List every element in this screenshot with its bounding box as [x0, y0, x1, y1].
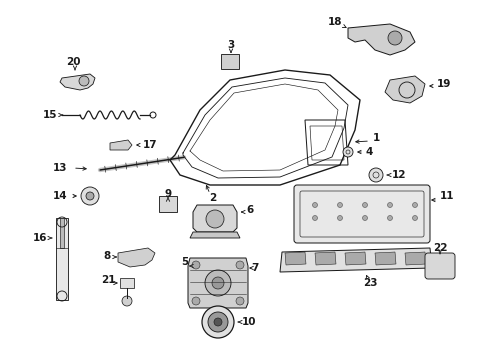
Text: 15: 15	[42, 110, 57, 120]
Polygon shape	[347, 24, 414, 55]
Circle shape	[81, 187, 99, 205]
Polygon shape	[118, 248, 155, 267]
FancyBboxPatch shape	[159, 196, 177, 212]
Text: 23: 23	[362, 278, 376, 288]
Polygon shape	[187, 258, 247, 308]
Circle shape	[337, 216, 342, 220]
Text: 1: 1	[372, 133, 380, 143]
Text: 16: 16	[33, 233, 47, 243]
Text: 17: 17	[142, 140, 157, 150]
Polygon shape	[56, 218, 68, 300]
Text: 12: 12	[391, 170, 406, 180]
Text: 21: 21	[101, 275, 115, 285]
Circle shape	[386, 216, 392, 220]
Circle shape	[337, 202, 342, 207]
Circle shape	[79, 76, 89, 86]
Text: 14: 14	[53, 191, 67, 201]
Polygon shape	[60, 74, 95, 90]
Circle shape	[192, 261, 200, 269]
Text: 2: 2	[209, 193, 216, 203]
Circle shape	[86, 192, 94, 200]
Circle shape	[202, 306, 234, 338]
Text: 13: 13	[53, 163, 67, 173]
Circle shape	[362, 202, 367, 207]
Circle shape	[214, 318, 222, 326]
Text: 22: 22	[432, 243, 447, 253]
Circle shape	[362, 216, 367, 220]
Circle shape	[342, 147, 352, 157]
Circle shape	[387, 31, 401, 45]
Circle shape	[122, 296, 132, 306]
Text: 4: 4	[365, 147, 373, 157]
Text: 18: 18	[327, 17, 342, 27]
Polygon shape	[384, 76, 424, 103]
Polygon shape	[60, 218, 64, 248]
Text: 9: 9	[164, 189, 171, 199]
Circle shape	[207, 312, 227, 332]
Circle shape	[368, 168, 382, 182]
Polygon shape	[193, 205, 237, 232]
Circle shape	[205, 210, 224, 228]
Polygon shape	[404, 252, 425, 265]
Text: 7: 7	[251, 263, 258, 273]
Circle shape	[312, 202, 317, 207]
Polygon shape	[120, 278, 134, 288]
Text: 6: 6	[246, 205, 253, 215]
Circle shape	[204, 270, 230, 296]
FancyBboxPatch shape	[424, 253, 454, 279]
Polygon shape	[345, 252, 365, 265]
Circle shape	[192, 297, 200, 305]
Circle shape	[412, 216, 417, 220]
Text: 11: 11	[439, 191, 453, 201]
Polygon shape	[285, 252, 305, 265]
Text: 8: 8	[103, 251, 110, 261]
Polygon shape	[190, 232, 240, 238]
Circle shape	[386, 202, 392, 207]
Polygon shape	[314, 252, 335, 265]
Polygon shape	[110, 140, 132, 150]
Polygon shape	[280, 248, 431, 272]
Polygon shape	[374, 252, 395, 265]
Text: 10: 10	[242, 317, 256, 327]
Text: 5: 5	[181, 257, 188, 267]
FancyBboxPatch shape	[221, 54, 239, 69]
FancyBboxPatch shape	[293, 185, 429, 243]
Circle shape	[236, 261, 244, 269]
Text: 20: 20	[65, 57, 80, 67]
Circle shape	[236, 297, 244, 305]
Circle shape	[312, 216, 317, 220]
Text: 3: 3	[227, 40, 234, 50]
Circle shape	[212, 277, 224, 289]
Circle shape	[412, 202, 417, 207]
Text: 19: 19	[436, 79, 450, 89]
